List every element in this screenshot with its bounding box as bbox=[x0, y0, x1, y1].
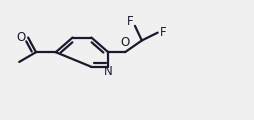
Text: N: N bbox=[104, 65, 113, 78]
Text: F: F bbox=[127, 15, 134, 28]
Text: O: O bbox=[17, 31, 26, 44]
Text: O: O bbox=[120, 36, 130, 49]
Text: F: F bbox=[160, 26, 166, 39]
